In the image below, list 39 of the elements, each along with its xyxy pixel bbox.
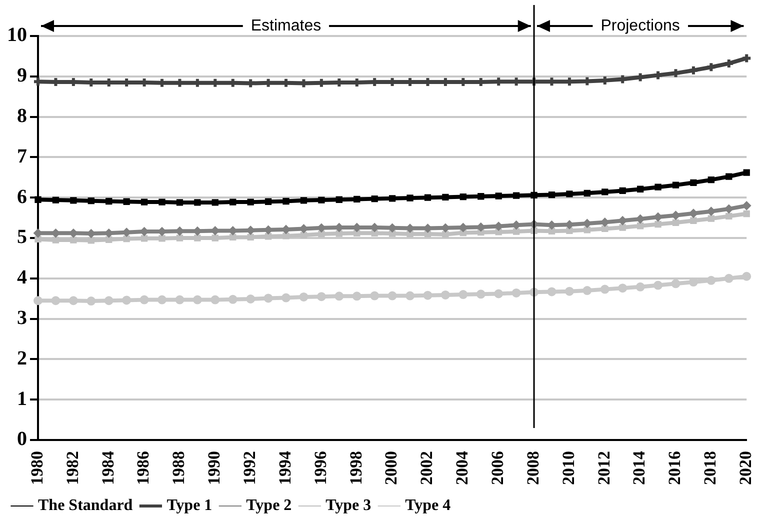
x-tick-label: 1980 (27, 451, 46, 485)
x-tick-label: 1988 (169, 451, 188, 485)
x-tick-label: 1982 (62, 451, 82, 485)
x-tick-label: 2014 (630, 450, 649, 485)
x-tick-label: 2016 (665, 451, 684, 485)
x-tick-label: 1990 (204, 451, 224, 485)
y-tick-label: 6 (17, 186, 27, 208)
y-tick-label: 0 (17, 428, 27, 450)
x-tick-label: 2012 (594, 451, 614, 485)
legend-label: Type 3 (326, 497, 372, 514)
y-tick-label: 8 (17, 104, 27, 127)
x-tick-label: 1994 (275, 450, 294, 485)
x-tick-label: 1998 (346, 451, 366, 485)
legend-label: Type 4 (405, 497, 451, 514)
x-tick-label: 2004 (452, 450, 472, 485)
x-tick-label: 2006 (488, 451, 507, 485)
x-tick-label: 2020 (736, 451, 755, 485)
y-tick-label: 9 (17, 64, 27, 87)
x-tick-label: 2018 (700, 451, 720, 485)
x-tick-label: 2002 (417, 451, 436, 485)
y-tick-label: 7 (17, 145, 27, 168)
legend-label: The Standard (38, 497, 133, 514)
x-tick-label: 2000 (382, 451, 401, 485)
text: Projections (600, 17, 680, 34)
x-tick-label: 1984 (98, 450, 118, 485)
x-tick-label: 1996 (310, 451, 330, 485)
x-tick-label: 2010 (558, 451, 578, 485)
y-tick-label: 3 (17, 306, 27, 329)
x-tick-label: 2008 (523, 451, 542, 485)
y-tick-label: 2 (17, 347, 27, 370)
y-tick-label: 10 (7, 24, 27, 46)
legend-label: Type 2 (246, 497, 292, 514)
x-tick-label: 1986 (134, 451, 153, 485)
legend-label: Type 1 (166, 497, 212, 514)
y-tick-label: 5 (17, 226, 27, 248)
y-tick-label: 4 (17, 266, 27, 289)
text: Estimates (250, 17, 322, 34)
x-tick-label: 1992 (240, 451, 259, 485)
y-tick-label: 1 (17, 388, 27, 410)
